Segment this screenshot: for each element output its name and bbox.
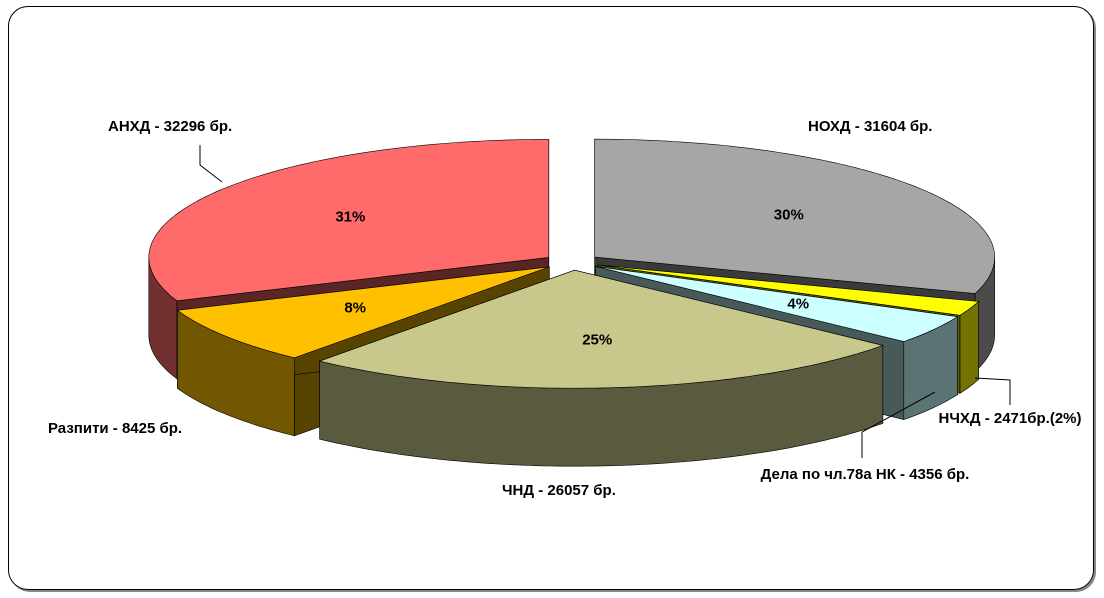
slice-top [176,266,550,359]
leader-line [861,391,936,458]
slice-label: АНХД - 32296 бр. [108,118,233,135]
slice-label: Дела по чл.78а НК - 4356 бр. [760,466,970,483]
leader-line [974,377,1011,405]
slice-top [148,139,550,302]
value-label: 4% [787,295,809,312]
slice-label: Разпити - 8425 бр. [48,420,183,437]
value-label: 25% [582,332,612,349]
slice-label: НОХД - 31604 бр. [808,118,933,135]
slice-top [594,138,996,294]
slices: 30% 31% 4% 8% 25% [148,138,996,467]
value-label: 31% [335,209,365,226]
slice-top [318,269,884,389]
slice-label: ЧНД - 26057 бр. [502,482,616,499]
value-label: 30% [774,206,804,223]
slice-top [595,266,959,342]
slice-outer-side [959,300,979,394]
slice-label: НЧХД - 2471бр.(2%) [938,410,1082,427]
leader-line [199,145,223,183]
value-label: 8% [344,299,366,316]
chart-frame [8,6,1094,590]
slice-top [597,264,980,316]
slice: 25% [318,269,884,467]
